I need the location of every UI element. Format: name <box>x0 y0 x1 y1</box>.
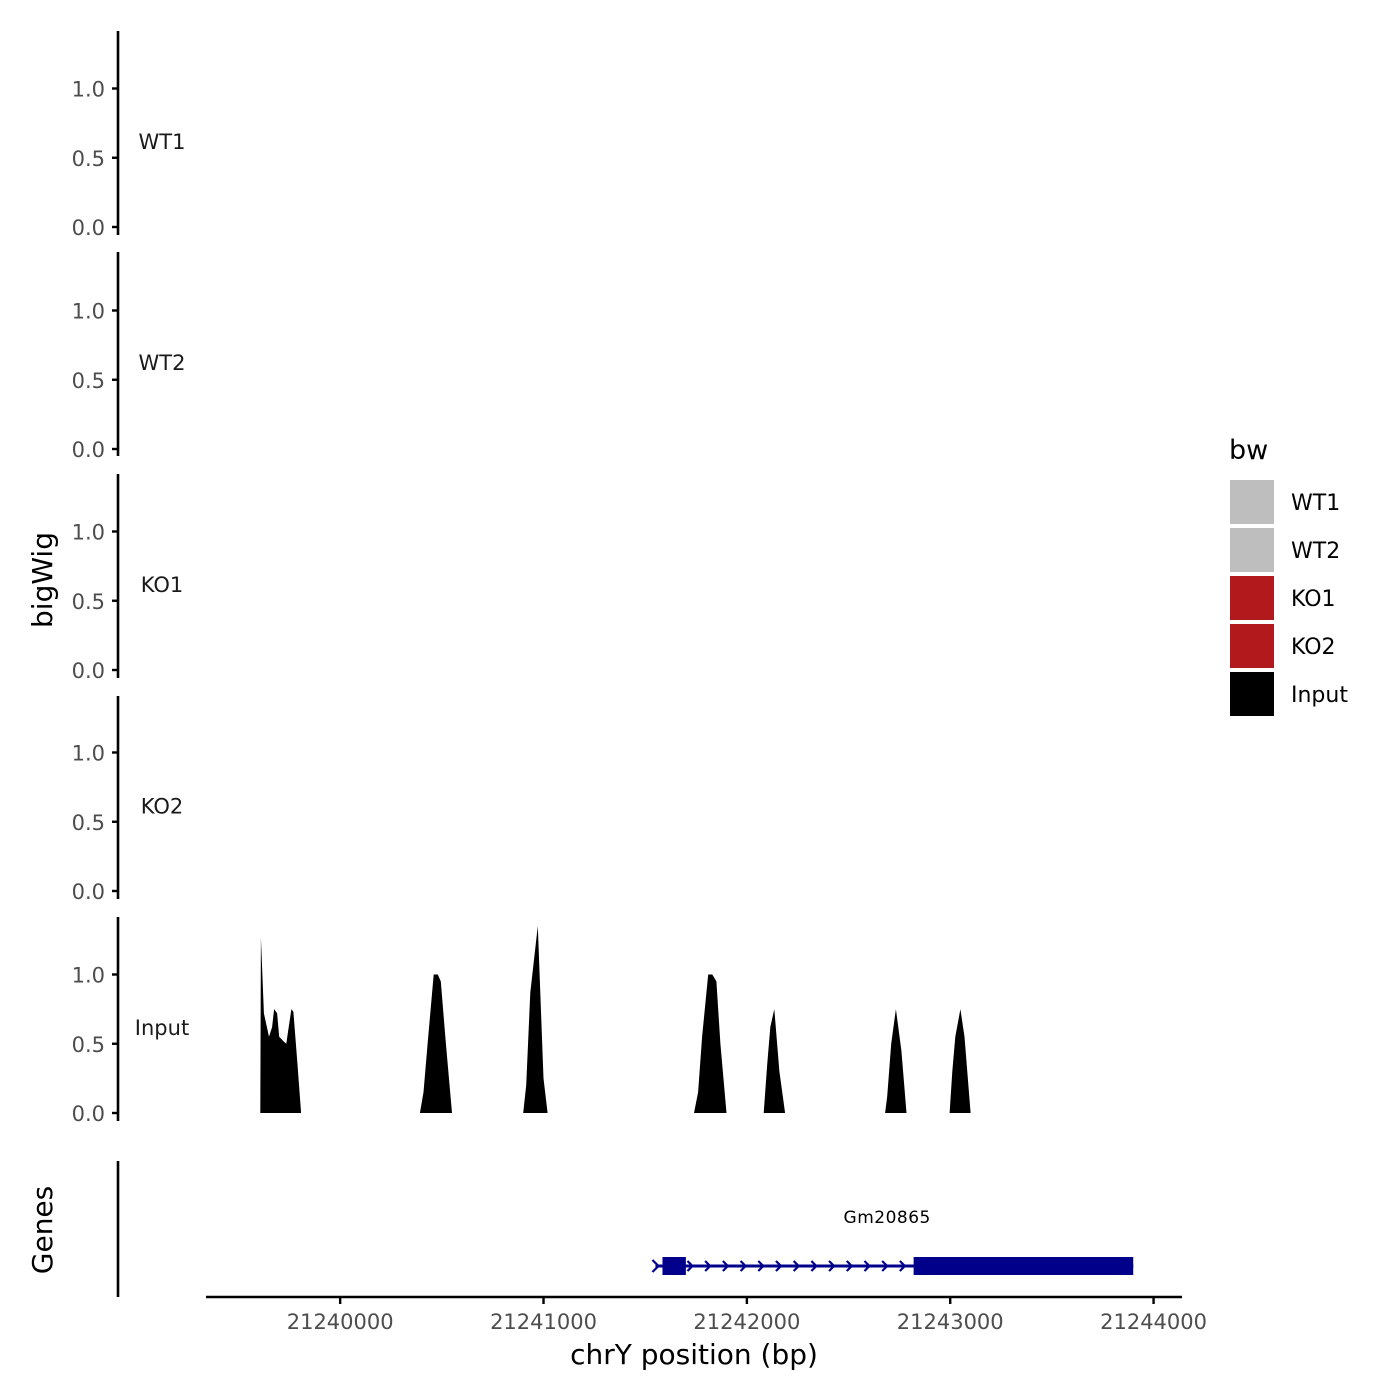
strand-arrow <box>704 1260 712 1272</box>
strand-arrow <box>757 1260 765 1272</box>
legend-label: WT1 <box>1291 491 1340 516</box>
strand-arrow <box>810 1260 818 1272</box>
track-label-wt2: WT2 <box>139 351 186 375</box>
y-tick-label: 0.5 <box>72 369 105 393</box>
y-tick-label: 1.0 <box>72 742 105 766</box>
strand-arrow <box>739 1260 748 1272</box>
y-tick-label: 0.5 <box>72 590 105 614</box>
genes-panel: Gm20865 <box>116 1161 1134 1297</box>
strand-arrow <box>775 1260 783 1272</box>
legend-swatch <box>1230 576 1274 620</box>
legend-label: KO2 <box>1291 635 1336 660</box>
legend-label: WT2 <box>1291 539 1340 564</box>
x-tick-label: 21241000 <box>490 1310 597 1334</box>
legend-label: KO1 <box>1291 587 1336 612</box>
strand-arrow <box>828 1260 836 1272</box>
track-label-ko1: KO1 <box>141 573 184 597</box>
track-wt1: 0.0 0.5 1.0 WT1 <box>72 31 186 240</box>
y-tick-label: 1.0 <box>72 300 105 324</box>
strand-arrow <box>845 1260 854 1272</box>
y-tick-label: 0.5 <box>72 811 105 835</box>
y-tick-label: 0.0 <box>72 880 105 904</box>
track-input: 0.0 0.5 1.0 Input <box>72 917 971 1126</box>
y-tick-label: 0.5 <box>72 147 105 171</box>
x-tick-label: 21244000 <box>1100 1310 1207 1334</box>
legend-entry-wt2: WT2 <box>1230 528 1340 572</box>
track-label-input: Input <box>135 1016 189 1040</box>
track-ko2: 0.0 0.5 1.0 KO2 <box>72 696 184 904</box>
legend-entry-wt1: WT1 <box>1230 480 1340 524</box>
strand-arrow <box>792 1260 801 1272</box>
bigwig-tracks: 0.00.51.0WT10.00.51.0WT20.00.51.0KO10.00… <box>72 31 971 1126</box>
legend: bw WT1 WT2 KO1 KO2 Input <box>1229 435 1348 716</box>
strand-arrow <box>686 1260 695 1272</box>
legend-label: Input <box>1291 683 1348 708</box>
legend-swatch <box>1230 480 1274 524</box>
gene-exon <box>913 1257 1134 1275</box>
strand-arrow <box>863 1260 872 1272</box>
y-tick-label: 1.0 <box>72 964 105 988</box>
track-wt2: 0.0 0.5 1.0 WT2 <box>72 252 186 462</box>
legend-swatch <box>1230 672 1274 716</box>
y-axis-title: bigWig <box>26 532 59 628</box>
y-tick-label: 0.0 <box>72 438 105 462</box>
y-tick-label: 0.5 <box>72 1033 105 1057</box>
strand-arrow <box>722 1260 730 1272</box>
legend-title: bw <box>1229 435 1268 466</box>
y-tick-label: 0.0 <box>72 216 105 240</box>
legend-entry-input: Input <box>1230 672 1348 716</box>
genes-axis-title: Genes <box>26 1186 59 1274</box>
gene-label: Gm20865 <box>844 1208 931 1228</box>
signal-area-input <box>260 926 971 1113</box>
strand-arrow <box>881 1260 889 1272</box>
x-tick-label: 21242000 <box>693 1310 800 1334</box>
y-tick-label: 1.0 <box>72 78 105 102</box>
gene-exon <box>662 1257 686 1275</box>
gene-start-marker <box>651 1259 661 1273</box>
x-axis: 21240000 21241000 21242000 21243000 21244000 <box>206 1295 1207 1334</box>
legend-entry-ko2: KO2 <box>1230 624 1336 668</box>
track-label-wt1: WT1 <box>139 130 186 154</box>
legend-entry-ko1: KO1 <box>1230 576 1336 620</box>
legend-swatch <box>1230 528 1274 572</box>
x-axis-title: chrY position (bp) <box>570 1338 818 1371</box>
y-tick-label: 0.0 <box>72 1102 105 1126</box>
legend-swatch <box>1230 624 1274 668</box>
x-tick-label: 21240000 <box>287 1310 394 1334</box>
strand-arrow <box>899 1260 907 1272</box>
track-label-ko2: KO2 <box>141 795 184 819</box>
x-tick-label: 21243000 <box>897 1310 1004 1334</box>
y-tick-label: 0.0 <box>72 659 105 683</box>
y-tick-label: 1.0 <box>72 521 105 545</box>
track-ko1: 0.0 0.5 1.0 KO1 <box>72 474 184 683</box>
